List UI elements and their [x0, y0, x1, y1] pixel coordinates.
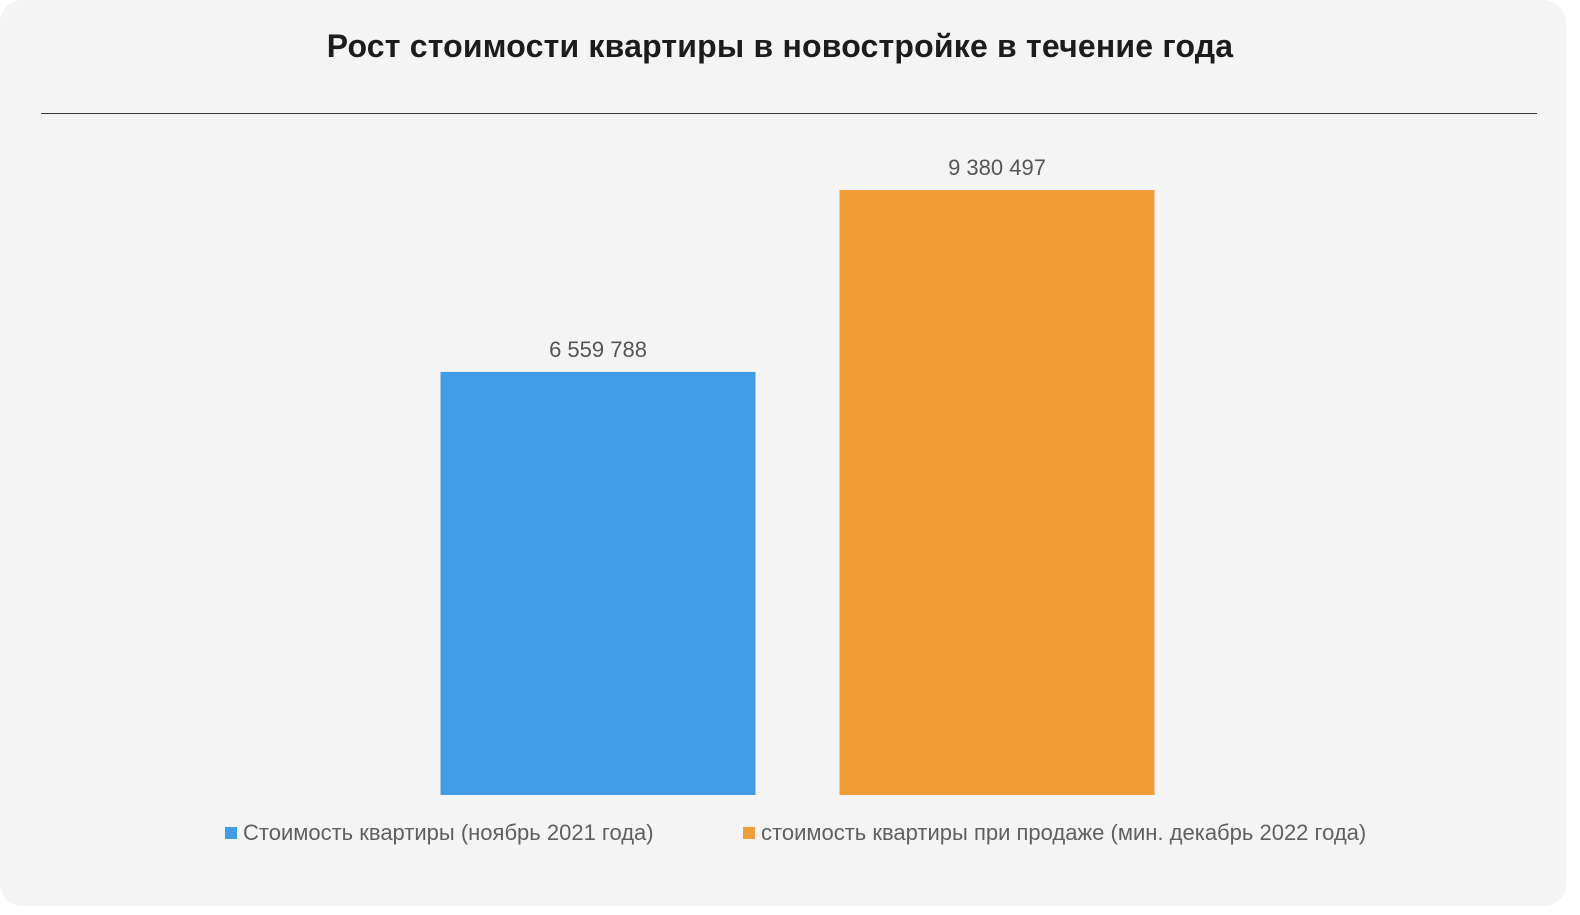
legend-item-series-2: стоимость квартиры при продаже (мин. дек…: [743, 818, 1366, 848]
bar-series-2: [839, 190, 1155, 795]
chart-title: Рост стоимости квартиры в новостройке в …: [326, 28, 1234, 64]
data-label-series-1: 6 559 788: [549, 337, 647, 362]
title-divider: [41, 113, 1537, 114]
legend-swatch-series-1: [225, 827, 237, 839]
legend-label-series-1: Стоимость квартиры (ноябрь 2021 года): [243, 820, 654, 845]
legend-label-series-2: стоимость квартиры при продаже (мин. дек…: [761, 820, 1367, 845]
data-label-series-2: 9 380 497: [948, 155, 1046, 180]
legend-item-series-1: Стоимость квартиры (ноябрь 2021 года): [225, 818, 654, 848]
legend-swatch-series-2: [743, 827, 755, 839]
bar-series-1: [440, 371, 756, 795]
